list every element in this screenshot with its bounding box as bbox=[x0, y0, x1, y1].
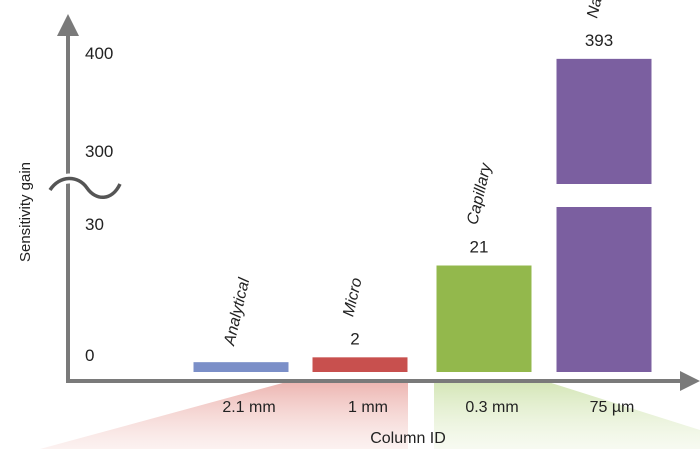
x-tick-label: 1 mm bbox=[348, 399, 388, 416]
y-axis-arrow bbox=[57, 14, 79, 36]
decor-wedge-right bbox=[434, 381, 700, 449]
x-tick-label: 2.1 mm bbox=[222, 399, 275, 416]
category-name-label: Nano bbox=[584, 0, 609, 20]
y-tick-label: 30 bbox=[85, 215, 104, 234]
bar-nano-lower bbox=[556, 207, 652, 372]
x-axis-title: Column ID bbox=[370, 430, 446, 447]
category-name-label: Capillary bbox=[464, 161, 495, 226]
x-axis-arrow bbox=[680, 371, 700, 391]
category-name-label: Micro bbox=[340, 276, 365, 318]
y-tick-label: 400 bbox=[85, 44, 113, 63]
y-tick-label: 300 bbox=[85, 142, 113, 161]
x-tick-label: 0.3 mm bbox=[465, 399, 518, 416]
data-label: 2 bbox=[350, 329, 359, 348]
bar-capillary bbox=[436, 265, 532, 372]
y-axis-title: Sensitivity gain bbox=[17, 162, 34, 262]
bar-nano-upper bbox=[556, 58, 652, 184]
y-tick-label: 0 bbox=[85, 346, 94, 365]
bar-micro bbox=[312, 357, 408, 372]
axis-break-tilde bbox=[48, 176, 122, 199]
bar-analytical bbox=[193, 362, 289, 372]
x-tick-label: 75 µm bbox=[590, 399, 635, 416]
category-name-label: Analytical bbox=[221, 276, 253, 348]
data-label: 393 bbox=[585, 31, 613, 50]
decor-wedge-left bbox=[40, 381, 408, 449]
data-label: 21 bbox=[470, 238, 489, 257]
